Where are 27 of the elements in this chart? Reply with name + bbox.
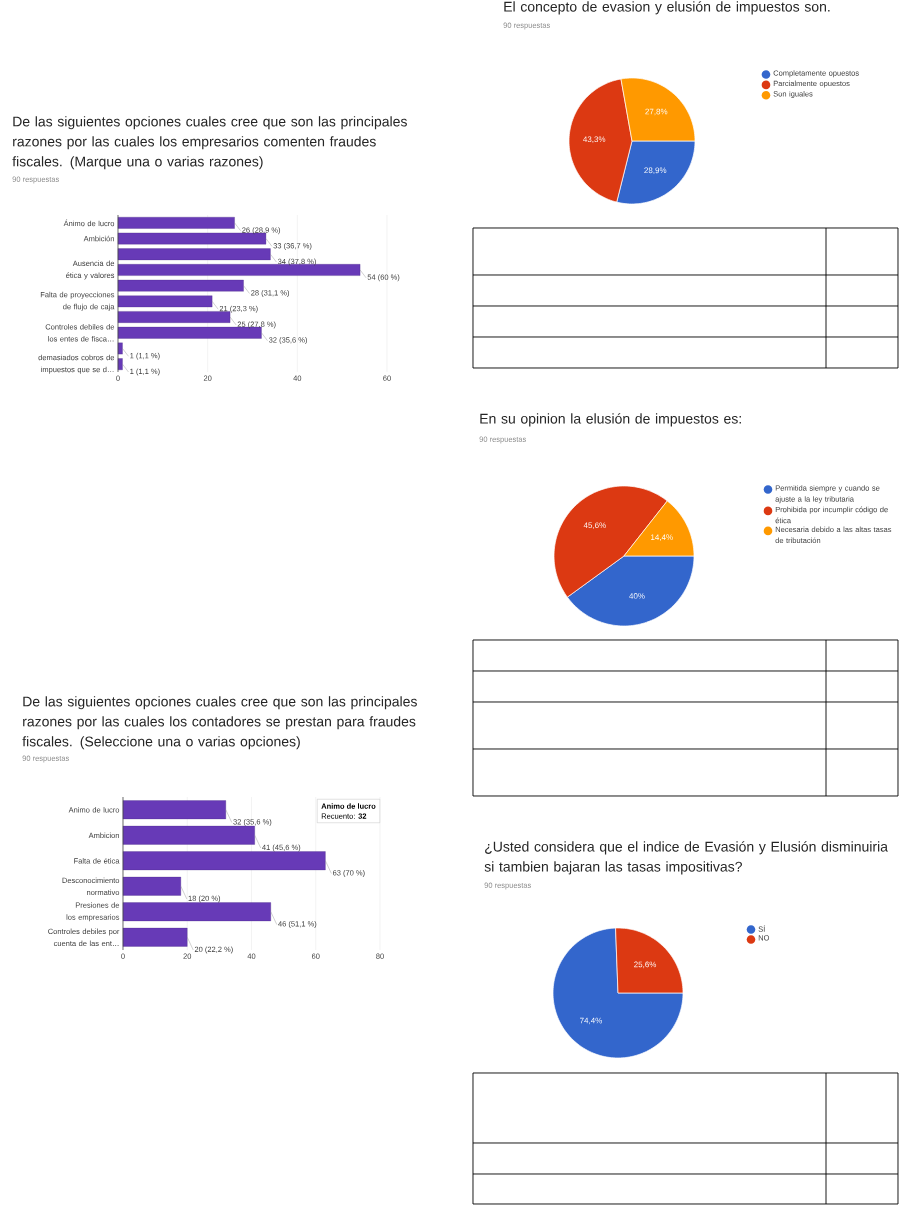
chart-title: En su opinion la elusión de impuestos es: bbox=[480, 413, 741, 427]
bar bbox=[122, 851, 326, 871]
chart-title: De las siguientes opciones cuales cree que son las principales razones por las cuales los empresarios comenten fraudes fiscales. (Marque una o varias razones) bbox=[12, 116, 407, 170]
bar bbox=[117, 342, 123, 355]
bar bbox=[122, 825, 255, 845]
chart-title: ¿Usted considera que el indice de Evasión y Elusión disminuiria si tambien bajaran las tasas impositivas? bbox=[484, 841, 888, 875]
bar bbox=[122, 876, 181, 896]
data-label: 28,9% bbox=[644, 167, 667, 175]
data-label: 40% bbox=[629, 593, 645, 599]
bar bbox=[117, 248, 271, 261]
data-label: 14,4% bbox=[651, 534, 673, 541]
bar bbox=[117, 311, 231, 323]
chart-title: De las siguientes opciones cuales cree que son las principales razones por las cuales los contadores se prestan para fraudes fiscales. (Seleccione una o varias opciones) bbox=[22, 696, 417, 750]
data-label: 43,3% bbox=[583, 136, 606, 143]
bar bbox=[117, 232, 267, 245]
bar bbox=[122, 927, 188, 947]
bar bbox=[117, 217, 235, 229]
data-label: 27,8% bbox=[645, 108, 668, 116]
bar bbox=[117, 295, 213, 308]
bar bbox=[122, 902, 271, 922]
bar bbox=[117, 279, 244, 292]
bar bbox=[117, 264, 361, 276]
data-label: 25,6% bbox=[634, 961, 657, 969]
bar bbox=[122, 800, 226, 820]
data-label: 45,6% bbox=[583, 522, 606, 530]
chart-title: El concepto de evasion y elusión de impuestos son. bbox=[504, 1, 830, 15]
data-label: 74,4% bbox=[580, 1017, 602, 1025]
